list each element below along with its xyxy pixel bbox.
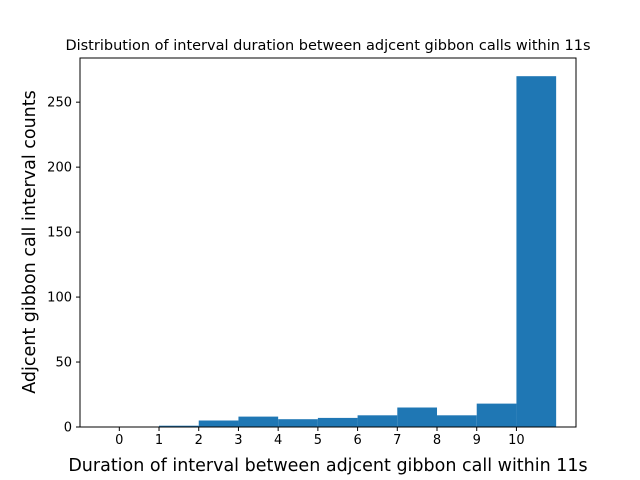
bars-group	[159, 76, 557, 428]
histogram-bar	[198, 420, 239, 427]
x-ticks-group: 0 1 2 3 4 5 6 7 8 9 10	[115, 427, 525, 448]
histogram-bar	[238, 416, 279, 427]
histogram-bar	[357, 415, 398, 427]
x-tick-label: 6	[353, 433, 361, 448]
histogram-bar	[476, 403, 517, 427]
histogram-bar	[437, 415, 477, 427]
x-tick-label: 10	[508, 433, 525, 448]
x-tick-label: 9	[473, 433, 481, 448]
histogram-bar	[317, 417, 358, 427]
y-ticks-group: 0 50 100 150 200 250	[47, 96, 80, 436]
x-axis-label: Duration of interval between adjcent gib…	[68, 456, 587, 476]
y-tick-label: 200	[47, 161, 72, 176]
x-tick-label: 7	[393, 433, 401, 448]
y-tick-label: 250	[47, 96, 72, 111]
y-tick-label: 100	[47, 291, 72, 306]
x-tick-label: 0	[115, 433, 123, 448]
x-tick-label: 3	[234, 433, 242, 448]
plot-frame	[79, 57, 577, 428]
chart-title: Distribution of interval duration betwee…	[65, 38, 590, 54]
y-tick-label: 150	[47, 226, 72, 241]
histogram-bar	[159, 425, 199, 427]
histogram-bar	[516, 76, 557, 428]
y-tick-label: 50	[55, 356, 72, 371]
histogram-bar	[397, 407, 438, 427]
y-axis-label: Adjcent gibbon call interval counts	[20, 90, 40, 394]
x-tick-label: 1	[155, 433, 163, 448]
x-tick-label: 8	[433, 433, 441, 448]
x-tick-label: 4	[274, 433, 282, 448]
x-tick-label: 2	[195, 433, 203, 448]
x-tick-label: 5	[314, 433, 322, 448]
histogram-bar	[278, 419, 318, 427]
y-tick-label: 0	[64, 421, 72, 436]
